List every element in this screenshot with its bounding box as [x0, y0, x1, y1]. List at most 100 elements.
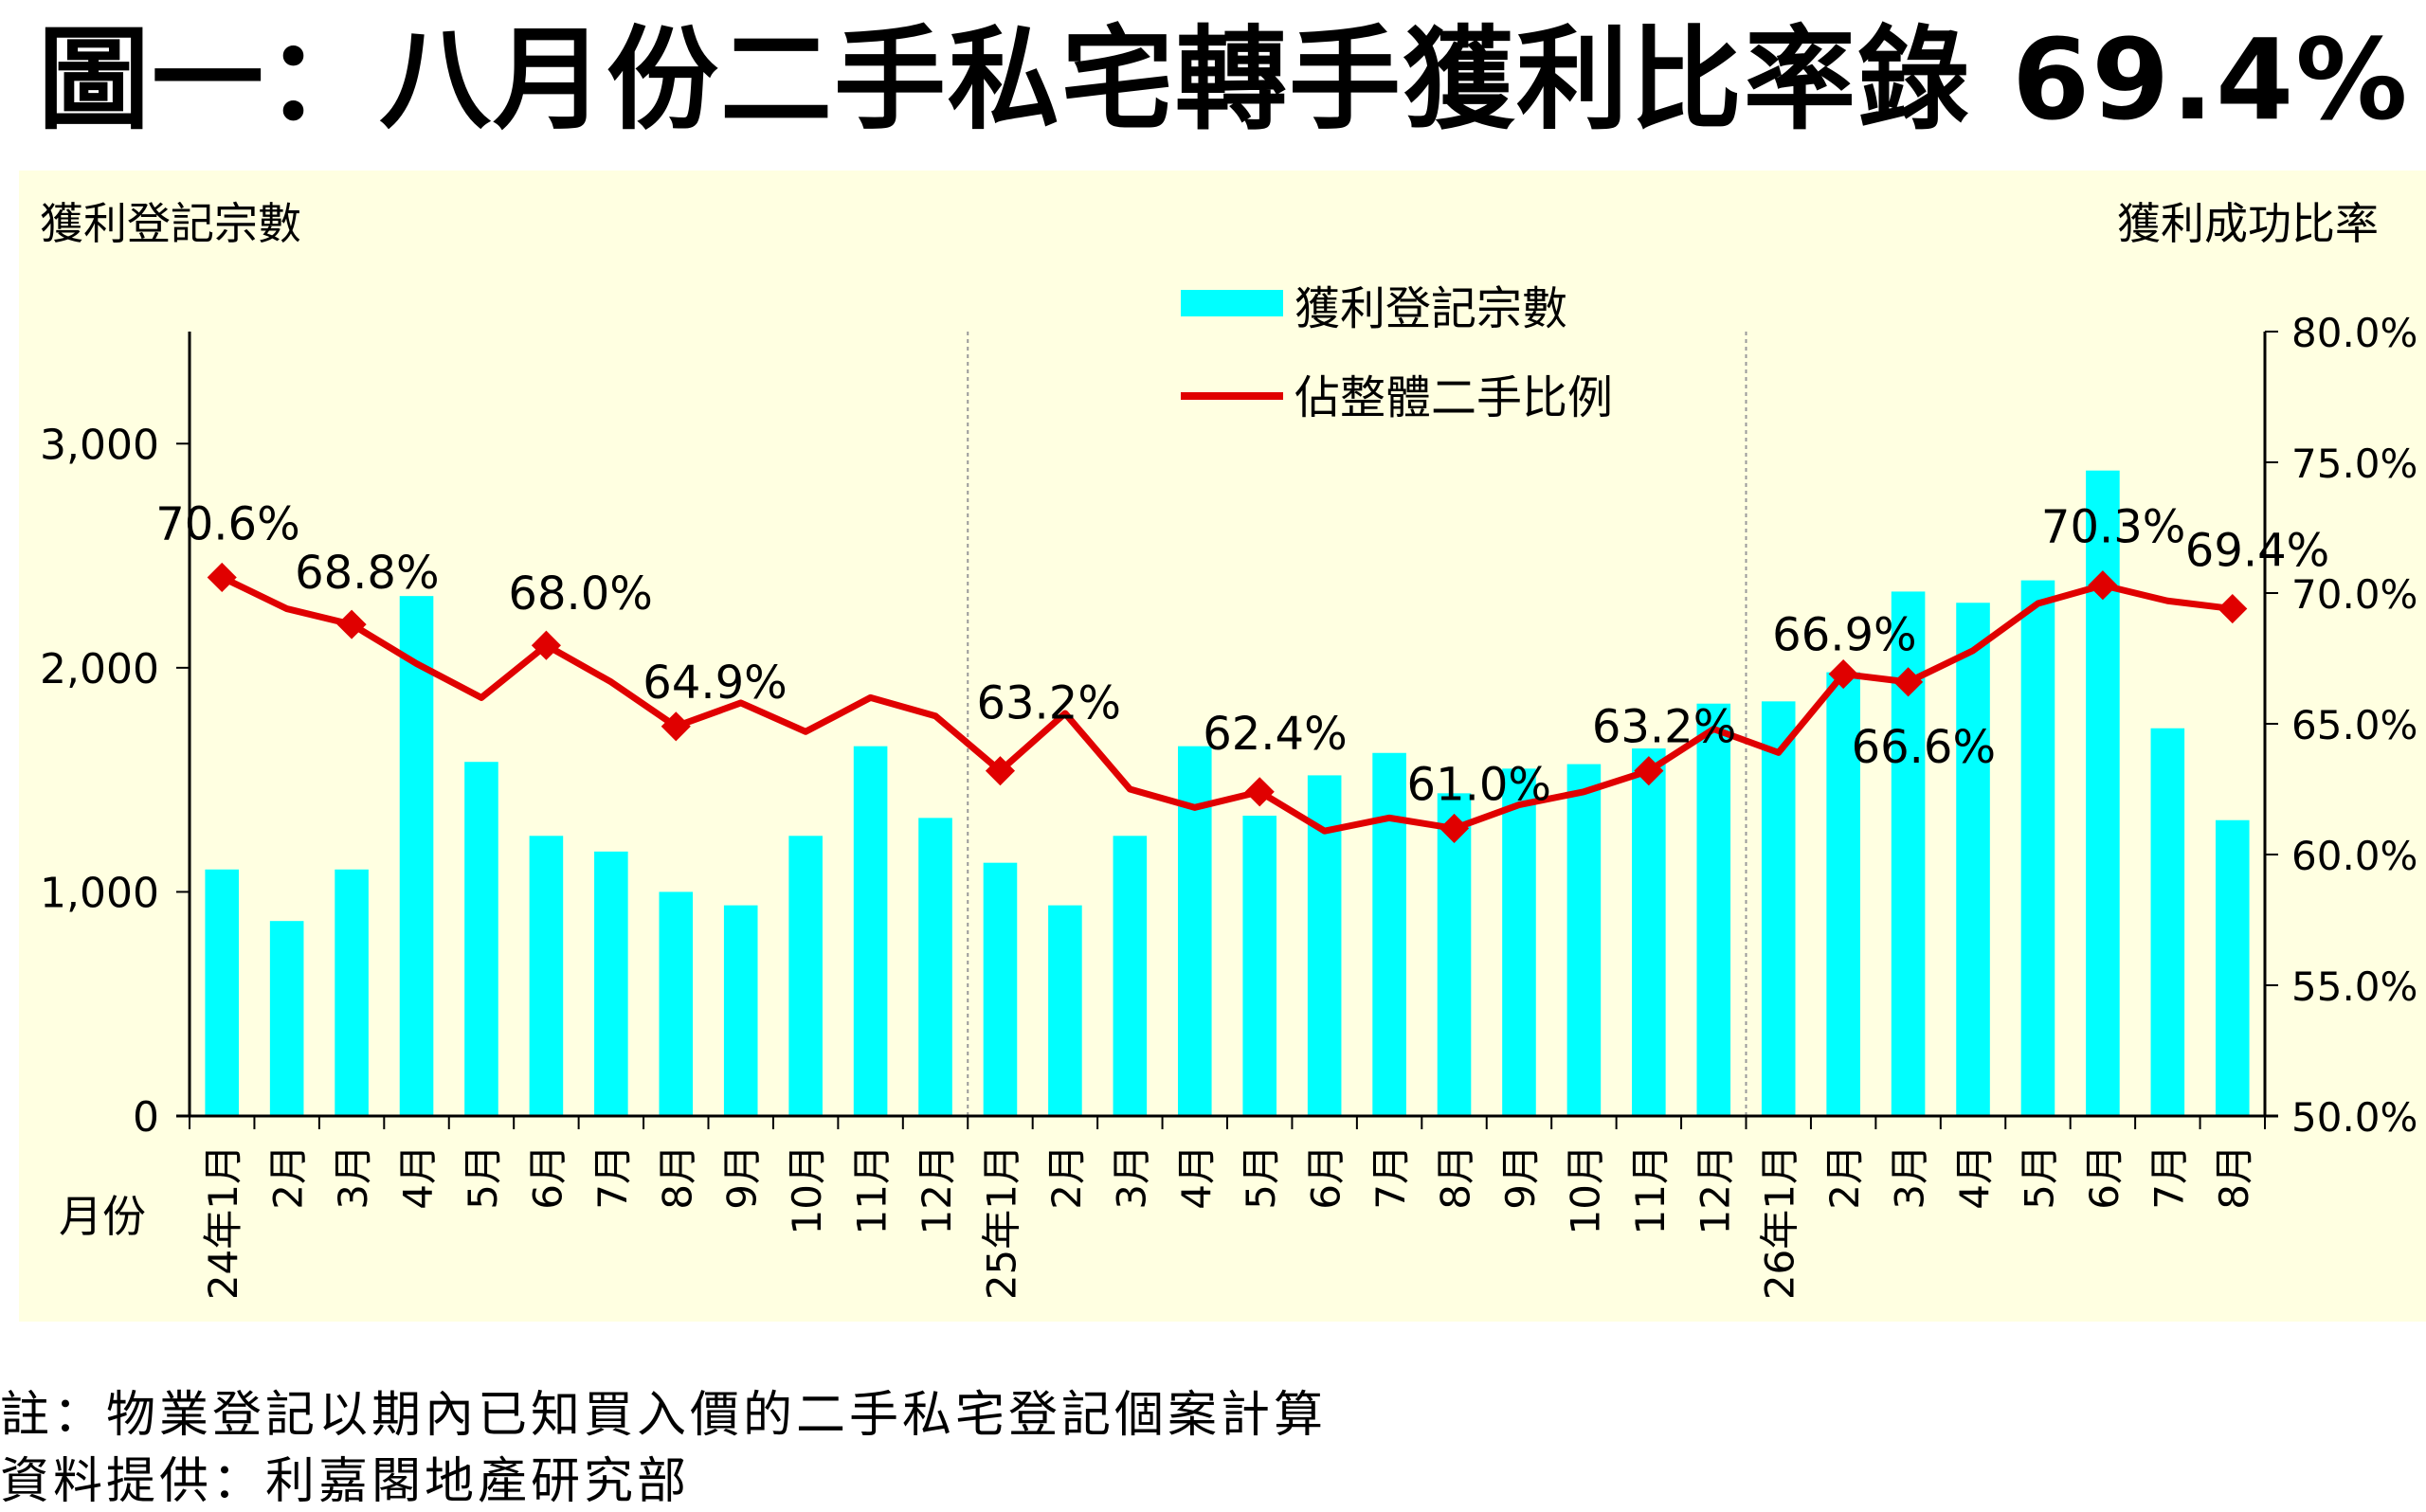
x-axis-title: 月份	[59, 1191, 146, 1242]
legend-label-line: 佔整體二手比例	[1294, 371, 1613, 424]
x-tick-label: 5月	[2016, 1144, 2062, 1210]
axes	[176, 331, 2278, 1129]
bar-series	[205, 470, 2250, 1116]
x-tick-label: 12月	[914, 1144, 960, 1234]
legend-swatch-bars	[1181, 290, 1283, 316]
line-marker	[336, 609, 367, 639]
data-label: 68.0%	[508, 567, 652, 621]
data-labels: 70.6%68.8% 68.0% 64.9% 63.2% 62.4% 61.0% 63.2%…	[155, 497, 2329, 811]
y-axis-title-left: 獲利登記宗數	[40, 198, 301, 249]
y-tick-label-right: 55.0%	[2291, 963, 2417, 1010]
x-tick-label: 6月	[1303, 1144, 1349, 1210]
data-label: 63.2%	[976, 677, 1120, 730]
y-tick-label-right: 75.0%	[2291, 441, 2417, 487]
y-tick-label-right: 60.0%	[2291, 833, 2417, 879]
bar	[2215, 819, 2250, 1116]
x-tick-label: 2月	[1821, 1144, 1868, 1210]
bar	[2020, 580, 2055, 1116]
axis-texts: 0 1,000 2,000 3,000 50.0% 55.0% 60.0% 65.0% 70.0…	[40, 198, 2417, 1300]
bar	[1632, 748, 1666, 1116]
bar	[464, 762, 498, 1116]
y-tick-label-right: 50.0%	[2291, 1094, 2417, 1141]
line-series	[207, 562, 2248, 843]
x-tick-label: 9月	[719, 1144, 766, 1210]
bar	[335, 869, 369, 1116]
bar	[1761, 701, 1796, 1116]
data-label: 70.6%	[155, 497, 299, 550]
x-tick-label: 5月	[1238, 1144, 1284, 1210]
bar	[723, 905, 758, 1116]
bar	[529, 836, 564, 1116]
bar	[788, 836, 823, 1116]
y-tick-label-left: 1,000	[40, 869, 159, 917]
source-note: 資料提供：利嘉閣地產研究部	[0, 1453, 691, 1510]
bar	[1956, 603, 1990, 1116]
x-tick-label: 8月	[1433, 1144, 1479, 1210]
x-tick-label: 4月	[1951, 1144, 1998, 1210]
x-tick-label: 3月	[1108, 1144, 1154, 1210]
bar	[205, 869, 240, 1116]
footnote: 註：物業登記以期內已知買入價的二手私宅登記個案計算	[0, 1387, 1328, 1444]
x-tick-label: 7月	[2145, 1144, 2192, 1210]
line-marker	[2088, 570, 2118, 601]
x-tick-label: 7月	[589, 1144, 636, 1210]
bar	[659, 891, 694, 1116]
x-tick-label: 10月	[784, 1144, 830, 1234]
bar	[918, 818, 952, 1116]
y-tick-label-left: 3,000	[40, 421, 159, 469]
bar	[1372, 752, 1406, 1116]
x-tick-label: 6月	[2081, 1144, 2127, 1210]
bar	[1048, 905, 1082, 1116]
x-tick-label: 3月	[1887, 1144, 1933, 1210]
bar	[853, 746, 888, 1116]
year-dividers	[967, 332, 1747, 1116]
y-axis-title-right: 獲利成功比率	[2117, 198, 2379, 249]
bar	[983, 862, 1018, 1116]
data-label: 63.2%	[1592, 701, 1736, 754]
bar	[1502, 768, 1536, 1116]
line-marker	[2218, 594, 2248, 624]
bar	[1826, 672, 1860, 1116]
bar	[399, 596, 434, 1116]
data-label: 61.0%	[1407, 758, 1551, 811]
x-tick-label: 5月	[460, 1144, 506, 1210]
data-label: 70.3%	[2041, 501, 2185, 554]
x-tick-label: 8月	[2211, 1144, 2257, 1210]
bar	[2086, 470, 2120, 1116]
bar	[594, 851, 628, 1116]
bar	[1242, 815, 1277, 1116]
bar	[1566, 764, 1602, 1116]
data-label: 66.9%	[1772, 609, 1916, 662]
y-tick-label-left: 2,000	[40, 645, 159, 693]
x-tick-label: 2月	[1043, 1144, 1090, 1210]
data-label: 64.9%	[643, 657, 787, 710]
y-tick-label-right: 70.0%	[2291, 571, 2417, 618]
data-label: 62.4%	[1203, 708, 1347, 761]
x-tick-label: 10月	[1562, 1144, 1608, 1234]
x-tick-label: 24年1月	[200, 1144, 246, 1300]
bar	[2150, 728, 2185, 1116]
x-tick-label: 25年1月	[978, 1144, 1024, 1300]
x-tick-label: 8月	[654, 1144, 700, 1210]
x-tick-label: 9月	[1497, 1144, 1544, 1210]
bar	[1437, 793, 1472, 1116]
y-tick-label-left: 0	[133, 1093, 159, 1142]
bar	[1113, 836, 1148, 1116]
bar	[1696, 703, 1731, 1116]
x-tick-label: 2月	[265, 1144, 312, 1210]
page-title: 圖一：八月份二手私宅轉手獲利比率錄 69.4%	[38, 14, 2410, 145]
x-tick-label: 7月	[1367, 1144, 1414, 1210]
x-tick-label: 3月	[330, 1144, 376, 1210]
x-tick-label: 12月	[1692, 1144, 1738, 1234]
combo-chart: 70.6%68.8% 68.0% 64.9% 63.2% 62.4% 61.0% 63.2%…	[40, 198, 2417, 1300]
y-tick-label-right: 65.0%	[2291, 702, 2417, 748]
bar	[269, 921, 304, 1116]
legend-label-bars: 獲利登記宗數	[1294, 282, 1567, 335]
line-marker	[1244, 777, 1275, 807]
data-label: 66.6%	[1852, 721, 1996, 774]
x-tick-label: 4月	[1173, 1144, 1220, 1210]
x-tick-label: 11月	[1627, 1144, 1674, 1234]
y-tick-label-right: 80.0%	[2291, 310, 2417, 356]
line-marker	[207, 562, 237, 592]
data-label: 69.4%	[2185, 525, 2329, 578]
